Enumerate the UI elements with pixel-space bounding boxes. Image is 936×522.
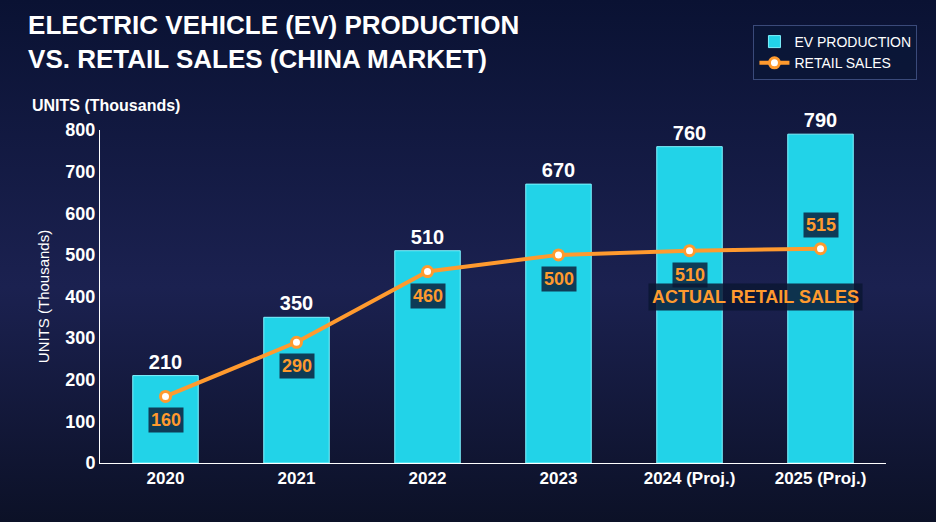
svg-text:800: 800	[65, 120, 95, 140]
svg-text:300: 300	[65, 328, 95, 348]
svg-text:2025 (Proj.): 2025 (Proj.)	[775, 469, 867, 488]
svg-text:2024 (Proj.): 2024 (Proj.)	[644, 469, 736, 488]
svg-text:500: 500	[544, 269, 574, 289]
svg-text:670: 670	[542, 159, 575, 181]
svg-text:0: 0	[85, 453, 95, 473]
svg-text:210: 210	[149, 351, 182, 373]
svg-text:EV PRODUCTION: EV PRODUCTION	[794, 34, 911, 50]
svg-text:400: 400	[65, 287, 95, 307]
svg-text:460: 460	[413, 286, 443, 306]
svg-text:ELECTRIC VEHICLE (EV) PRODUCTI: ELECTRIC VEHICLE (EV) PRODUCTIONVS. RETA…	[28, 10, 519, 74]
svg-text:290: 290	[282, 356, 312, 376]
svg-text:2021: 2021	[278, 469, 316, 488]
svg-text:700: 700	[65, 162, 95, 182]
svg-text:2020: 2020	[147, 469, 185, 488]
svg-text:RETAIL SALES: RETAIL SALES	[794, 55, 890, 71]
svg-text:350: 350	[280, 292, 313, 314]
svg-text:200: 200	[65, 370, 95, 390]
svg-text:100: 100	[65, 412, 95, 432]
svg-text:2023: 2023	[540, 469, 578, 488]
svg-text:160: 160	[151, 410, 181, 430]
svg-text:UNITS (Thousands): UNITS (Thousands)	[35, 230, 52, 363]
svg-text:515: 515	[806, 215, 836, 235]
svg-text:ACTUAL RETAIL SALES: ACTUAL RETAIL SALES	[652, 287, 859, 307]
svg-text:760: 760	[673, 122, 706, 144]
svg-text:2022: 2022	[409, 469, 447, 488]
svg-text:600: 600	[65, 204, 95, 224]
svg-text:500: 500	[65, 245, 95, 265]
svg-text:510: 510	[675, 265, 705, 285]
svg-text:UNITS (Thousands): UNITS (Thousands)	[32, 97, 180, 114]
svg-text:510: 510	[411, 226, 444, 248]
svg-text:790: 790	[804, 109, 837, 131]
